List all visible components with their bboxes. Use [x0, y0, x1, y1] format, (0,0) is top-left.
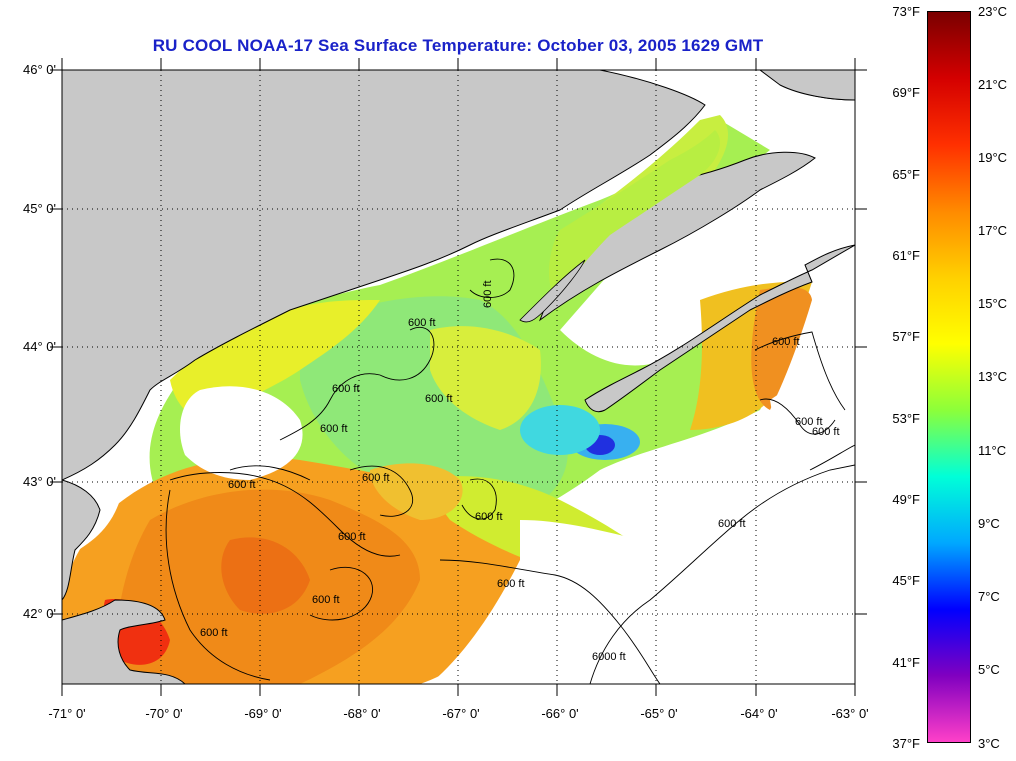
colorbar-celsius-label: 7°C — [978, 589, 1000, 604]
frame-ticks — [50, 58, 867, 696]
depth-contours — [165, 258, 855, 684]
latitude-label: 46° 0' — [23, 62, 56, 77]
colorbar-celsius-label: 11°C — [978, 443, 1007, 458]
longitude-label: -70° 0' — [145, 706, 183, 721]
colorbar-celsius-label: 15°C — [978, 296, 1008, 311]
map-title: RU COOL NOAA-17 Sea Surface Temperature:… — [152, 36, 764, 55]
bay-of-fundy — [548, 130, 720, 300]
longitude-label: -65° 0' — [640, 706, 678, 721]
colorbar-celsius-label: 5°C — [978, 662, 1000, 677]
colorbar-celsius-label: 9°C — [978, 516, 1000, 531]
contour-label: 600 ft — [332, 383, 360, 395]
colorbar-celsius-label: 19°C — [978, 150, 1008, 165]
colorbar-fahrenheit-label: 61°F — [892, 248, 920, 263]
longitude-label: -69° 0' — [244, 706, 282, 721]
longitude-label: -63° 0' — [831, 706, 869, 721]
latitude-label: 42° 0' — [23, 606, 56, 621]
contour-label: 600 ft — [200, 627, 228, 639]
contour-label-deep: 6000 ft — [592, 651, 626, 663]
temperature-colorbar — [927, 11, 971, 743]
contour-label: 600 ft — [320, 423, 348, 435]
graticule — [62, 70, 855, 684]
contour-label: 600 ft — [795, 416, 823, 428]
contour-label: 600 ft — [772, 336, 800, 348]
longitude-label: -66° 0' — [541, 706, 579, 721]
colorbar-celsius-label: 23°C — [978, 4, 1008, 19]
contour-label: 600 ft — [228, 479, 256, 491]
colorbar-fahrenheit-label: 73°F — [892, 4, 920, 19]
contour-label: 600 ft — [338, 531, 366, 543]
digby-neck — [519, 259, 586, 323]
contour-label: 600 ft — [475, 511, 503, 523]
colorbar-fahrenheit-label: 53°F — [892, 411, 920, 426]
colorbar-fahrenheit-label: 37°F — [892, 736, 920, 751]
contour-label: 600 ft — [362, 472, 390, 484]
colorbar-celsius-label: 17°C — [978, 223, 1008, 238]
contour-label: 600 ft — [408, 317, 436, 329]
colorbar-celsius-label: 3°C — [978, 736, 1000, 751]
latitude-label: 45° 0' — [23, 201, 56, 216]
colorbar-celsius-label: 13°C — [978, 369, 1008, 384]
contour-label: 600 ft — [425, 393, 453, 405]
latitude-label: 44° 0' — [23, 339, 56, 354]
land — [62, 70, 855, 684]
contour-label: 600 ft — [482, 280, 494, 308]
colorbar-fahrenheit-label: 49°F — [892, 492, 920, 507]
colorbar-fahrenheit-label: 57°F — [892, 329, 920, 344]
longitude-label: -71° 0' — [48, 706, 86, 721]
contour-label: 600 ft — [497, 578, 525, 590]
colorbar-fahrenheit-label: 69°F — [892, 85, 920, 100]
longitude-label: -67° 0' — [442, 706, 480, 721]
contour-label: 600 ft — [718, 518, 746, 530]
colorbar-fahrenheit-label: 41°F — [892, 655, 920, 670]
colorbar-fahrenheit-label: 45°F — [892, 573, 920, 588]
latitude-label: 43° 0' — [23, 474, 56, 489]
contour-label: 600 ft — [812, 426, 840, 438]
contour-label: 600 ft — [312, 594, 340, 606]
longitude-label: -64° 0' — [740, 706, 778, 721]
colorbar-celsius-label: 21°C — [978, 77, 1008, 92]
longitude-label: -68° 0' — [343, 706, 381, 721]
colorbar-fahrenheit-label: 65°F — [892, 167, 920, 182]
